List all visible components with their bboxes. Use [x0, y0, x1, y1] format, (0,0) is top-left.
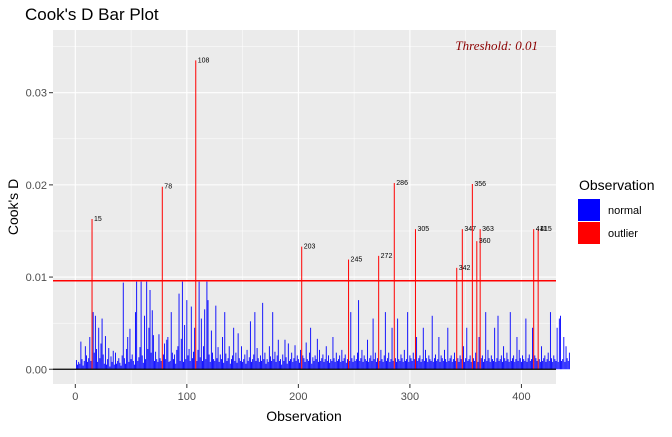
threshold-annotation: Threshold: 0.01 [455, 38, 538, 53]
outlier-label: 203 [304, 244, 316, 251]
chart-title: Cook's D Bar Plot [25, 5, 159, 24]
outlier-label: 108 [198, 57, 210, 64]
x-tick-label: 400 [512, 391, 530, 403]
outlier-label: 78 [164, 184, 172, 191]
x-tick-label: 100 [178, 391, 196, 403]
outlier-label: 411 [536, 226, 547, 233]
outlier-label: 415 [540, 226, 552, 233]
y-axis-title: Cook's D [5, 179, 21, 235]
y-axis-ticks: 0.00 0.01 0.02 0.03 [26, 88, 53, 376]
outlier-labels: 15 78 108 203 245 272 286 305 342 347 356 360 363 411… [94, 57, 552, 271]
legend-key-normal [578, 199, 600, 221]
legend-label-outlier: outlier [608, 228, 638, 240]
outlier-label: 356 [474, 181, 486, 188]
outlier-label: 272 [381, 253, 393, 260]
y-tick-label: 0.00 [26, 364, 47, 376]
y-tick-label: 0.03 [26, 88, 47, 100]
outlier-label: 347 [464, 226, 476, 233]
x-axis-ticks: 0 100 200 300 400 [72, 384, 531, 403]
outlier-label: 360 [479, 238, 491, 245]
outlier-label: 342 [459, 265, 471, 272]
legend: Observation normal outlier [578, 177, 654, 244]
outlier-bars [91, 60, 539, 370]
x-axis-title: Observation [266, 408, 341, 424]
legend-label-normal: normal [608, 205, 642, 217]
legend-title: Observation [579, 177, 654, 193]
x-tick-label: 0 [72, 391, 78, 403]
outlier-label: 286 [396, 180, 408, 187]
y-tick-label: 0.02 [26, 180, 47, 192]
normal-bars [75, 281, 570, 370]
outlier-label: 305 [417, 226, 429, 233]
x-tick-label: 200 [289, 391, 307, 403]
y-tick-label: 0.01 [26, 272, 47, 284]
outlier-label: 363 [482, 226, 494, 233]
outlier-label: 15 [94, 216, 102, 223]
outlier-label: 245 [351, 257, 363, 264]
x-tick-label: 300 [401, 391, 419, 403]
legend-key-outlier [578, 222, 600, 244]
